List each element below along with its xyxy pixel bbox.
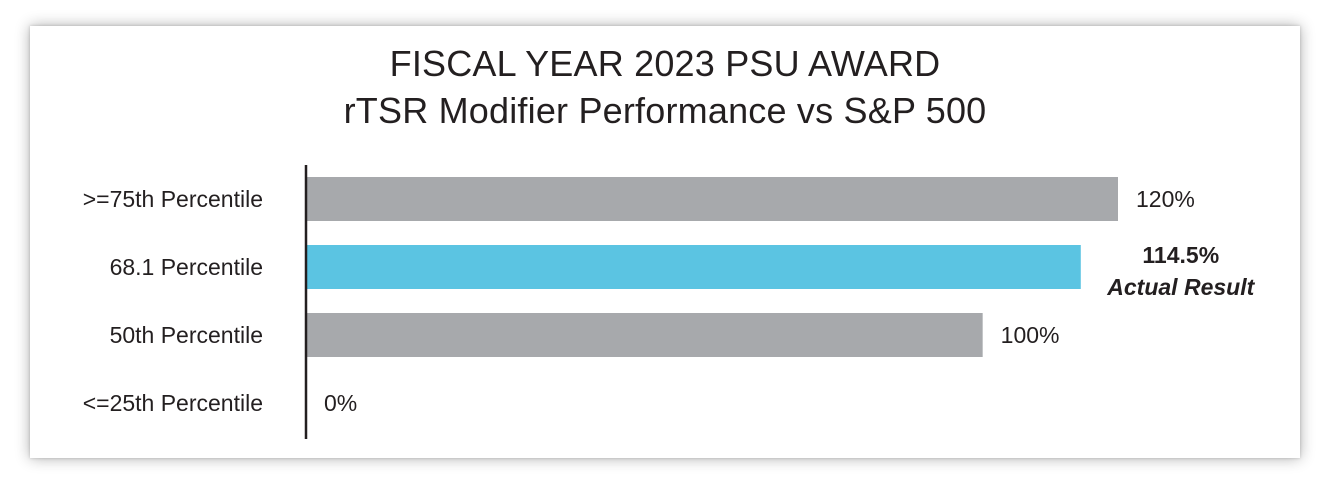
chart-subtitle: rTSR Modifier Performance vs S&P 500	[343, 90, 987, 131]
category-label: <=25th Percentile	[83, 390, 263, 416]
category-label: 50th Percentile	[110, 322, 263, 348]
value-label: 100%	[1001, 322, 1060, 348]
bars-group: >=75th Percentile 120% 68.1 Percentile 114.…	[83, 177, 1256, 416]
category-label: 68.1 Percentile	[110, 254, 263, 280]
category-label: >=75th Percentile	[83, 186, 263, 212]
value-label: 120%	[1136, 186, 1195, 212]
value-label: 114.5%	[1142, 242, 1219, 268]
actual-result-note: Actual Result	[1106, 274, 1255, 300]
chart-title: FISCAL YEAR 2023 PSU AWARD	[389, 43, 941, 84]
bar	[306, 177, 1118, 221]
bar	[306, 313, 983, 357]
bar-chart: >=75th Percentile 120% 68.1 Percentile 114.…	[83, 165, 1256, 439]
value-label: 0%	[324, 390, 357, 416]
chart-card: FISCAL YEAR 2023 PSU AWARD rTSR Modifier…	[30, 26, 1300, 458]
bar-highlight	[306, 245, 1081, 289]
